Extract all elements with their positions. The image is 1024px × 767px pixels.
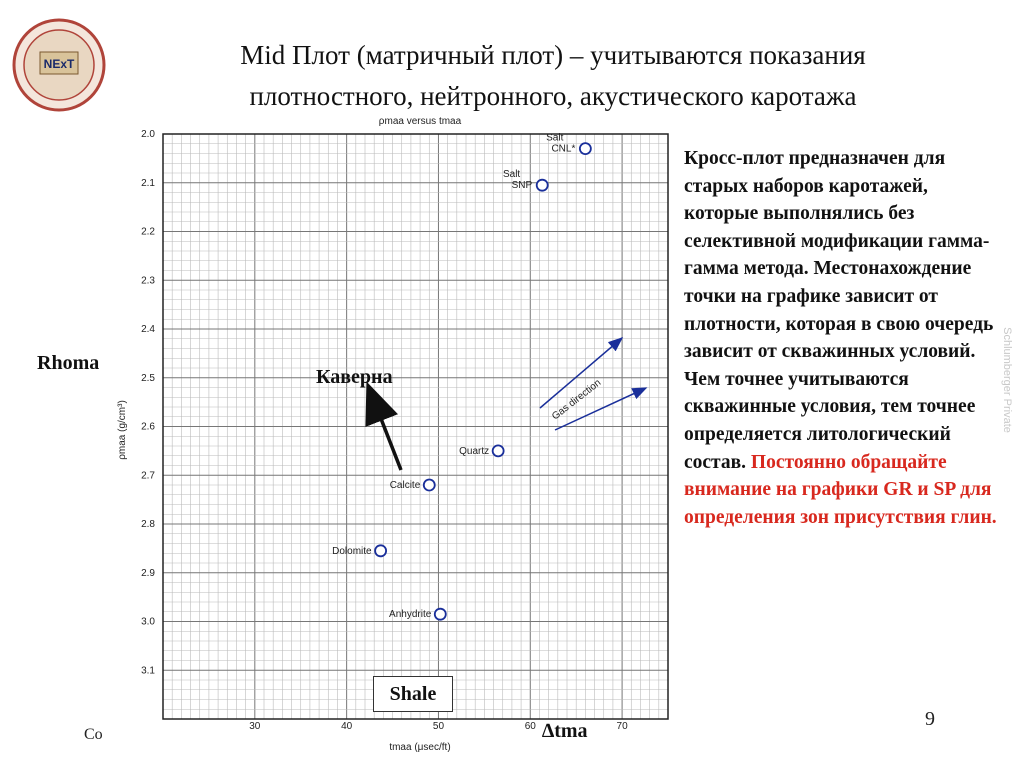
y-tick-label: 3.0	[141, 617, 155, 628]
x-tick-label: 50	[433, 721, 445, 732]
y-tick-label: 2.4	[141, 324, 155, 335]
dtma-label: ∆tma	[542, 720, 588, 742]
logo-text: NExT	[44, 57, 75, 71]
data-point	[578, 142, 592, 156]
data-point	[374, 544, 388, 558]
chart-title: ρmaa versus tmaa	[379, 116, 462, 127]
page-number: 9	[925, 708, 935, 730]
data-point	[535, 178, 549, 192]
y-tick-label: 3.1	[141, 665, 155, 676]
data-point	[433, 607, 447, 621]
gas-direction-arrow-upper	[539, 337, 624, 409]
y-tick-label: 2.2	[141, 227, 155, 238]
side-description: Кросс-плот предназначен для старых набор…	[684, 145, 1004, 531]
point-label: CNL*	[551, 144, 575, 155]
y-tick-label: 2.8	[141, 519, 155, 530]
point-label: Calcite	[390, 480, 421, 491]
y-tick-label: 2.9	[141, 568, 155, 579]
y-tick-label: 2.0	[141, 129, 155, 140]
plot-frame	[162, 133, 669, 720]
point-label: SNP	[512, 180, 533, 191]
point-label: Salt	[546, 133, 563, 144]
shale-label-box: Shale	[373, 676, 453, 712]
data-points: SaltCNL*SaltSNPQuartzCalciteDolomiteAnhy…	[332, 133, 592, 621]
y-tick-label: 2.1	[141, 178, 155, 189]
chart-grid	[162, 133, 669, 720]
x-tick-label: 40	[341, 721, 353, 732]
x-tick-labels: 30 40 50 60 70	[249, 721, 628, 732]
copyright-fragment: Co	[84, 726, 103, 743]
kaverna-arrow	[365, 381, 403, 471]
y-tick-label: 2.3	[141, 275, 155, 286]
gas-direction-arrow-lower	[554, 387, 648, 431]
y-tick-label: 2.7	[141, 470, 155, 481]
x-tick-label: 70	[617, 721, 629, 732]
point-label: Quartz	[459, 446, 489, 457]
slide-title-line-2: плотностного, нейтронного, акустического…	[249, 81, 857, 111]
next-logo-seal: NExT	[12, 18, 106, 112]
side-text-main: Кросс-плот предназначен для старых набор…	[684, 148, 994, 473]
y-tick-label: 2.5	[141, 373, 155, 384]
rhoma-label: Rhoma	[37, 352, 100, 374]
point-label: Anhydrite	[389, 609, 432, 620]
y-tick-label: 2.6	[141, 422, 155, 433]
watermark: Schlumberger Private	[1001, 327, 1013, 433]
slide-title-line-1: Mid Плот (матричный плот) – учитываются …	[240, 40, 866, 70]
data-point	[422, 478, 436, 492]
kaverna-label: Каверна	[316, 366, 393, 388]
x-tick-label: 60	[525, 721, 537, 732]
point-label: Dolomite	[332, 546, 372, 557]
x-tick-label: 30	[249, 721, 261, 732]
y-axis-label: ρmaa (g/cm³)	[117, 400, 128, 460]
y-tick-labels: 2.0 2.1 2.2 2.3 2.4 2.5 2.6 2.7 2.8 2.9 3.0 3.1	[141, 129, 155, 676]
point-label: Salt	[503, 169, 520, 180]
x-axis-label: tmaa (μsec/ft)	[389, 742, 450, 753]
side-text-warning: Постоянно обращайте внимание на графики …	[684, 451, 997, 528]
data-point	[491, 444, 505, 458]
watermark-text: Schlumberger Private	[1001, 327, 1013, 433]
